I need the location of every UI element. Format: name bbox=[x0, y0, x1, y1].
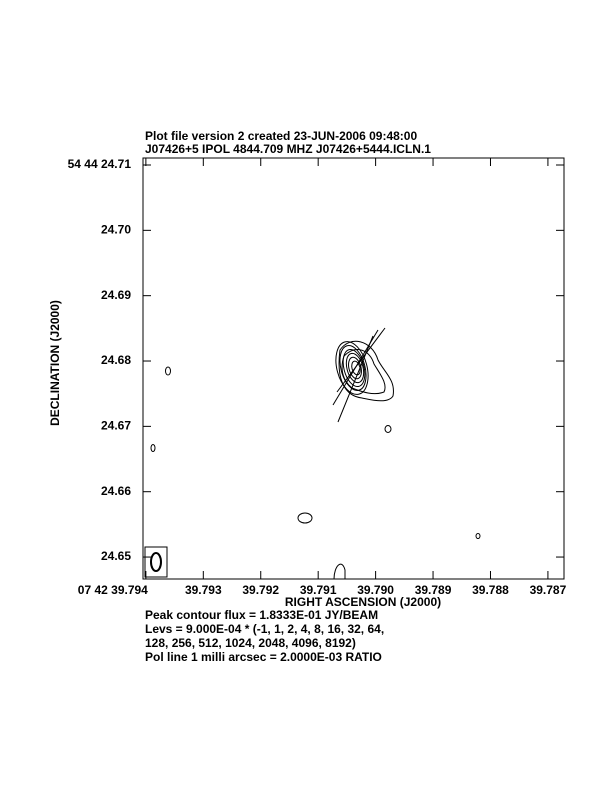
y-tick-label: 54 44 24.71 bbox=[68, 157, 132, 171]
y-tick-label: 24.68 bbox=[101, 353, 131, 367]
y-tick-label: 24.67 bbox=[101, 419, 131, 433]
x-axis-label: RIGHT ASCENSION (J2000) bbox=[285, 595, 441, 609]
x-tick-label: 39.793 bbox=[185, 583, 222, 597]
y-axis-label: DECLINATION (J2000) bbox=[48, 300, 62, 426]
x-tick-label: 39.791 bbox=[300, 583, 337, 597]
plot-frame bbox=[142, 157, 565, 580]
contours bbox=[144, 327, 481, 580]
x-tick-label: 07 42 39.794 bbox=[78, 583, 148, 597]
chart-title: Plot file version 2 created 23-JUN-2006 … bbox=[145, 129, 417, 143]
x-tick-label: 39.789 bbox=[415, 583, 452, 597]
y-tick-label: 24.65 bbox=[101, 549, 131, 563]
y-tick-label: 24.70 bbox=[101, 223, 131, 237]
x-tick-label: 39.787 bbox=[530, 583, 567, 597]
x-tick-label: 39.788 bbox=[472, 583, 509, 597]
note: Levs = 9.000E-04 * (-1, 1, 2, 4, 8, 16, … bbox=[145, 622, 384, 636]
x-tick-label: 39.792 bbox=[242, 583, 279, 597]
note: Peak contour flux = 1.8333E-01 JY/BEAM bbox=[145, 608, 378, 622]
y-tick-label: 24.69 bbox=[101, 288, 131, 302]
x-tick-label: 39.790 bbox=[357, 583, 394, 597]
note: Pol line 1 milli arcsec = 2.0000E-03 RAT… bbox=[145, 650, 382, 664]
note: 128, 256, 512, 1024, 2048, 4096, 8192) bbox=[145, 636, 356, 650]
y-tick-label: 24.66 bbox=[101, 484, 131, 498]
chart-subtitle: J07426+5 IPOL 4844.709 MHZ J07426+5444.I… bbox=[145, 142, 431, 156]
